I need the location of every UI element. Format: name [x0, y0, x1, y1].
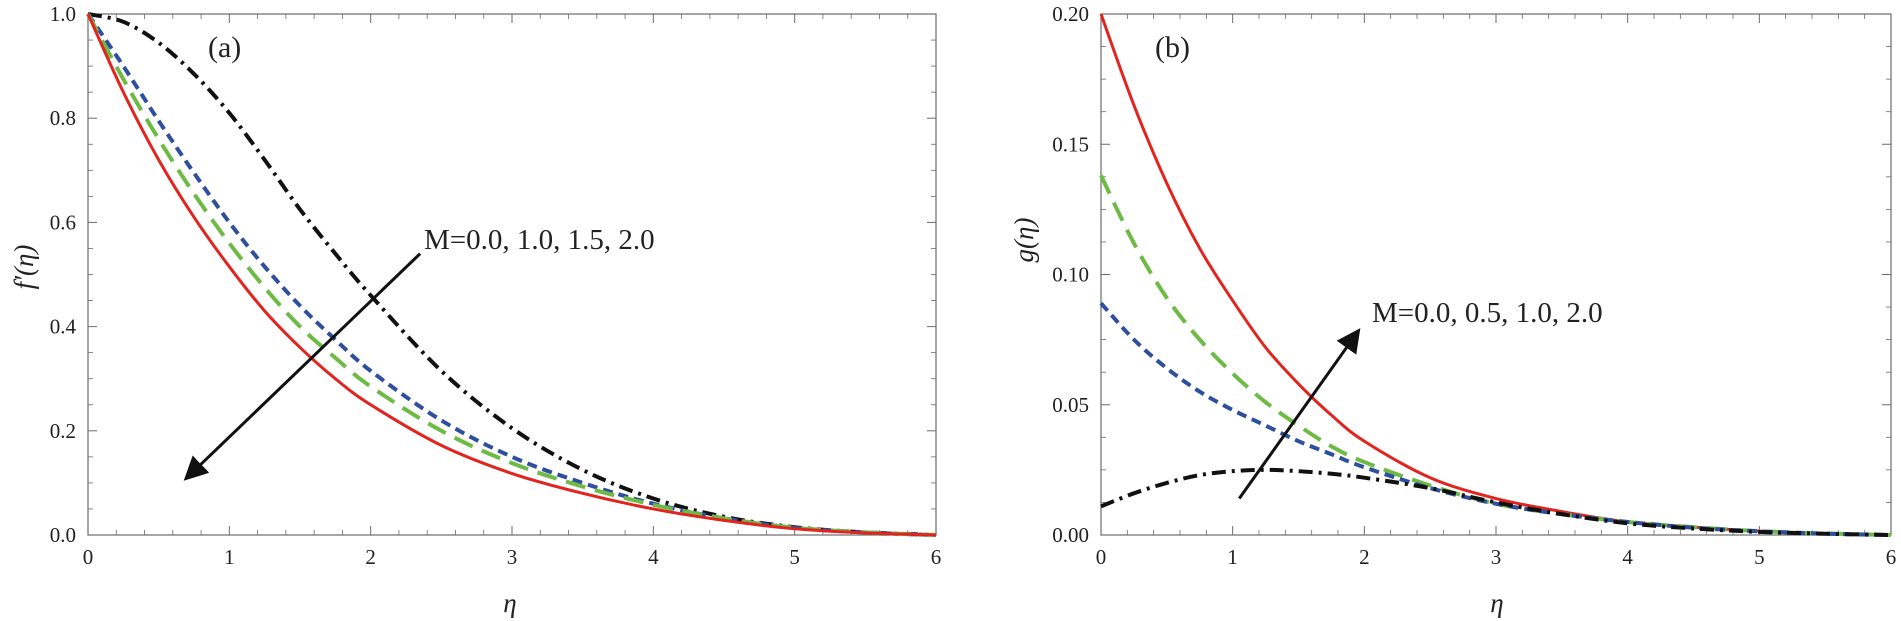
x-tick-label: 3	[507, 545, 518, 569]
series-line-m-0-0	[1099, 13, 1892, 537]
x-tick-label: 2	[1359, 545, 1370, 569]
x-tick-label: 0	[83, 545, 94, 569]
panel-label: (b)	[1155, 31, 1190, 64]
y-tick-label: 0.4	[50, 315, 77, 339]
x-tick-label: 6	[1886, 545, 1897, 569]
panel-a: 0 1 2 3 4 5 6 0.0 0.2 0.4 0.6 0.8 1.0 (a) M=0.0, 1.0…	[9, 2, 941, 618]
series-line-m-1-5	[86, 13, 937, 537]
parameter-annotation: M=0.0, 0.5, 1.0, 2.0	[1372, 297, 1603, 329]
x-tick-label: 4	[648, 545, 659, 569]
y-tick-label: 0.10	[1052, 263, 1089, 287]
trend-arrow	[1238, 328, 1361, 500]
panel-label: (a)	[208, 31, 241, 64]
plot-frame	[1100, 13, 1892, 536]
series-line-m-0-0	[87, 12, 937, 537]
y-tick-label: 0.0	[50, 523, 76, 547]
x-tick-label: 2	[365, 545, 376, 569]
y-tick-label: 1.0	[50, 2, 76, 26]
y-tick-label: 0.6	[50, 210, 76, 234]
y-tick-label: 0.00	[1052, 523, 1089, 547]
x-axis-label: η	[503, 588, 516, 618]
y-tick-label: 0.20	[1052, 2, 1089, 26]
y-tick-label: 0.05	[1052, 393, 1089, 417]
series-line-m-2-0	[1100, 467, 1892, 537]
x-tick-label: 4	[1622, 545, 1633, 569]
x-tick-label: 1	[224, 545, 235, 569]
series-line-m-2-0	[86, 13, 937, 537]
parameter-annotation: M=0.0, 1.0, 1.5, 2.0	[424, 224, 655, 256]
y-tick-label: 0.2	[50, 419, 76, 443]
curves	[1099, 13, 1892, 537]
x-tick-label: 1	[1227, 545, 1238, 569]
y-tick-label: 0.8	[50, 106, 76, 130]
series-line-m-0-5	[1099, 174, 1892, 537]
axis-ticks	[1100, 13, 1892, 536]
y-axis-label: g(η)	[1009, 218, 1039, 263]
tick-labels: 0 1 2 3 4 5 6 0.0 0.2 0.4 0.6 0.8 1.0	[50, 2, 942, 569]
x-tick-label: 5	[1754, 545, 1765, 569]
trend-arrow	[183, 252, 422, 481]
panel-b: 0 1 2 3 4 5 6 0.00 0.05 0.10 0.15 0.20 (b) M=0.0, 0…	[1009, 2, 1896, 618]
plot-frame	[87, 13, 937, 536]
series-line-m-1-0	[86, 12, 937, 537]
curves	[86, 12, 937, 537]
x-tick-label: 5	[789, 545, 800, 569]
series-line-m-1-0	[1099, 301, 1892, 537]
y-tick-label: 0.15	[1052, 132, 1089, 156]
x-axis-label: η	[1490, 588, 1503, 618]
x-tick-label: 0	[1096, 545, 1107, 569]
x-tick-label: 6	[931, 545, 942, 569]
x-tick-label: 3	[1491, 545, 1502, 569]
axis-ticks	[87, 13, 937, 536]
y-axis-label: f′(η)	[9, 245, 39, 290]
tick-labels: 0 1 2 3 4 5 6 0.00 0.05 0.10 0.15 0.20	[1052, 2, 1896, 569]
